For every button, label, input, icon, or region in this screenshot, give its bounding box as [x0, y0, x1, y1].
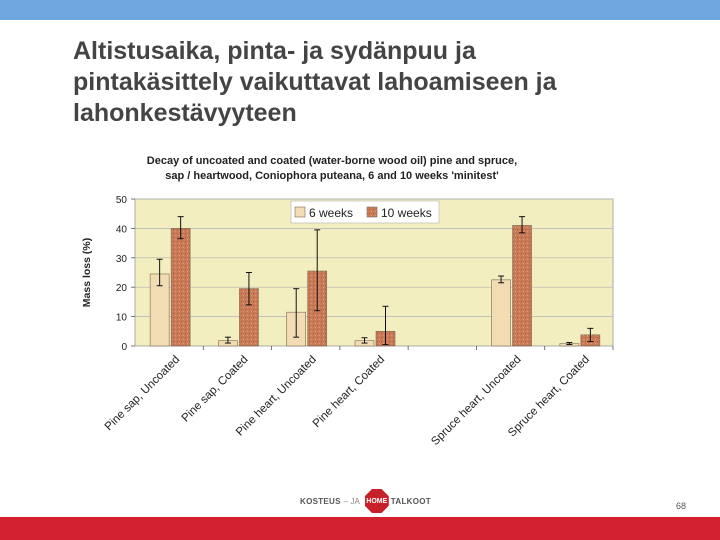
bar-10-weeks [512, 225, 532, 347]
y-tick-label: 50 [116, 195, 128, 206]
logo-right-text: TALKOOT [390, 496, 431, 506]
legend-label: 10 weeks [381, 206, 432, 220]
x-category-label: Pine sap, Uncoated [103, 354, 182, 433]
x-category-label: Pine sap, Coated [180, 354, 251, 425]
bottom-accent-bar [0, 517, 720, 540]
bar-10-weeks [170, 228, 191, 347]
legend-swatch [294, 206, 306, 218]
y-axis-label: Mass loss (%) [81, 238, 93, 307]
slide-title-line: Altistusaika, pinta- ja sydänpuu ja [73, 37, 476, 65]
slide-title-line: lahonkestävyyteen [73, 99, 297, 127]
logo-separator: – JA [343, 496, 360, 506]
decay-bar-chart: Decay of uncoated and coated (water-born… [81, 155, 614, 448]
x-category-label: Pine heart, Coated [311, 354, 387, 430]
slide-title-line: pintakäsittely vaikuttavat lahoamiseen j… [73, 68, 557, 96]
legend-label: 6 weeks [309, 206, 353, 220]
plot-area [134, 198, 614, 347]
x-category-label: Pine heart, Uncoated [234, 354, 319, 439]
legend-box [290, 200, 440, 224]
top-accent-bar [0, 0, 720, 20]
legend-swatch [366, 206, 378, 218]
y-tick-label: 20 [116, 283, 128, 294]
slide-title: Altistusaika, pinta- ja sydänpuu ja pint… [73, 36, 673, 129]
bar-6-weeks [491, 279, 511, 347]
y-tick-label: 10 [116, 313, 128, 324]
home-stop-sign-icon: HOME [364, 489, 389, 513]
y-tick-label: 40 [116, 224, 128, 235]
page-number: 68 [676, 501, 687, 511]
kosteus-ja-hometalkoot-logo: KOSTEUS – JA HOME TALKOOT [300, 488, 431, 514]
y-tick-label: 0 [121, 342, 127, 353]
chart-title-line: Decay of uncoated and coated (water-born… [147, 155, 517, 167]
logo-left-text: KOSTEUS [300, 496, 341, 506]
chart-title-line: sap / heartwood, Coniophora puteana, 6 a… [165, 170, 499, 182]
y-tick-label: 30 [116, 254, 128, 265]
